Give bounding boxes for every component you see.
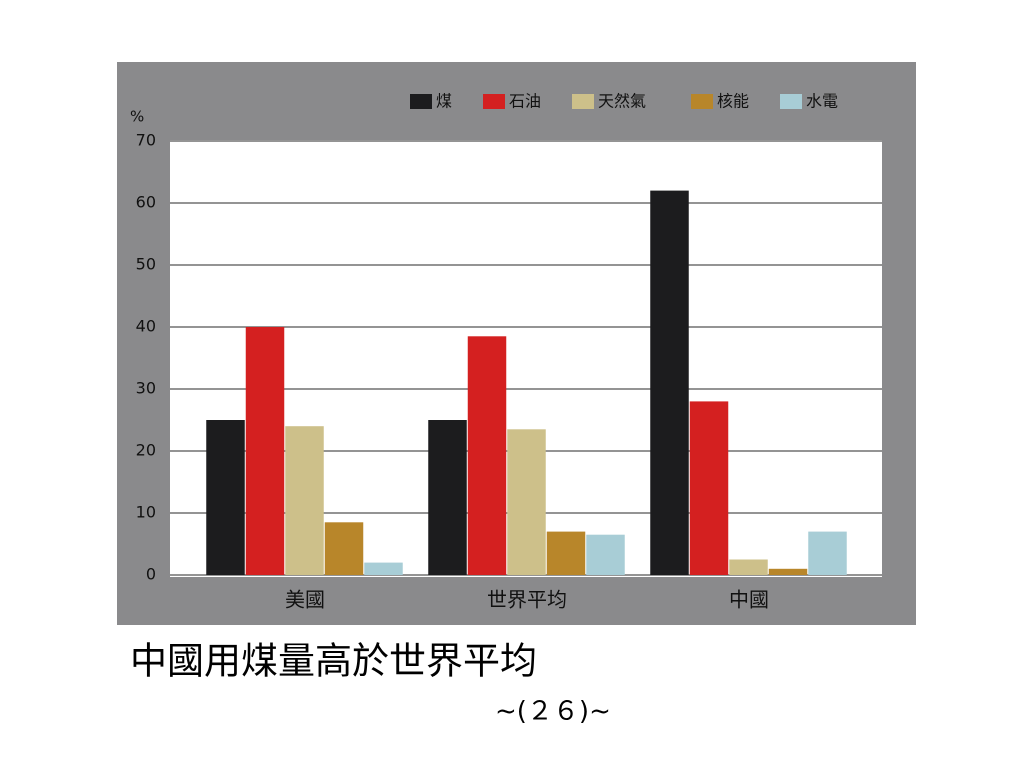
y-tick-label: 70 bbox=[136, 131, 156, 150]
bar bbox=[364, 562, 403, 575]
legend-label: 煤 bbox=[436, 92, 452, 111]
bar bbox=[428, 420, 467, 575]
legend-label: 石油 bbox=[509, 92, 541, 111]
y-tick-label: 40 bbox=[136, 317, 156, 336]
bar bbox=[285, 426, 324, 575]
y-tick-label: 10 bbox=[136, 503, 156, 522]
y-tick-label: 30 bbox=[136, 379, 156, 398]
y-axis-label: % bbox=[130, 108, 144, 126]
y-tick-label: 50 bbox=[136, 255, 156, 274]
legend-swatch bbox=[410, 94, 432, 109]
y-tick-label: 0 bbox=[146, 565, 156, 584]
bar bbox=[689, 401, 729, 575]
legend-swatch bbox=[572, 94, 594, 109]
bar bbox=[206, 420, 245, 575]
page-number: ~(２６)~ bbox=[495, 697, 611, 727]
bar bbox=[808, 531, 847, 575]
x-tick-label: 中國 bbox=[729, 588, 769, 612]
bar bbox=[467, 336, 507, 575]
bar bbox=[546, 531, 586, 575]
bar bbox=[245, 327, 285, 575]
x-tick-label: 世界平均 bbox=[487, 588, 567, 612]
legend-label: 水電 bbox=[806, 92, 838, 111]
legend-swatch bbox=[691, 94, 713, 109]
caption: 中國用煤量高於世界平均 bbox=[130, 640, 537, 683]
bar bbox=[507, 429, 546, 575]
legend-swatch bbox=[780, 94, 802, 109]
y-tick-label: 20 bbox=[136, 441, 156, 460]
legend-swatch bbox=[483, 94, 505, 109]
bar bbox=[650, 190, 689, 575]
x-tick-label: 美國 bbox=[285, 588, 325, 612]
bar bbox=[324, 522, 364, 575]
bar bbox=[586, 534, 625, 575]
legend-label: 核能 bbox=[717, 92, 749, 111]
legend-label: 天然氣 bbox=[598, 92, 646, 111]
bar bbox=[729, 559, 768, 575]
bar bbox=[768, 568, 808, 575]
y-tick-label: 60 bbox=[136, 193, 156, 212]
